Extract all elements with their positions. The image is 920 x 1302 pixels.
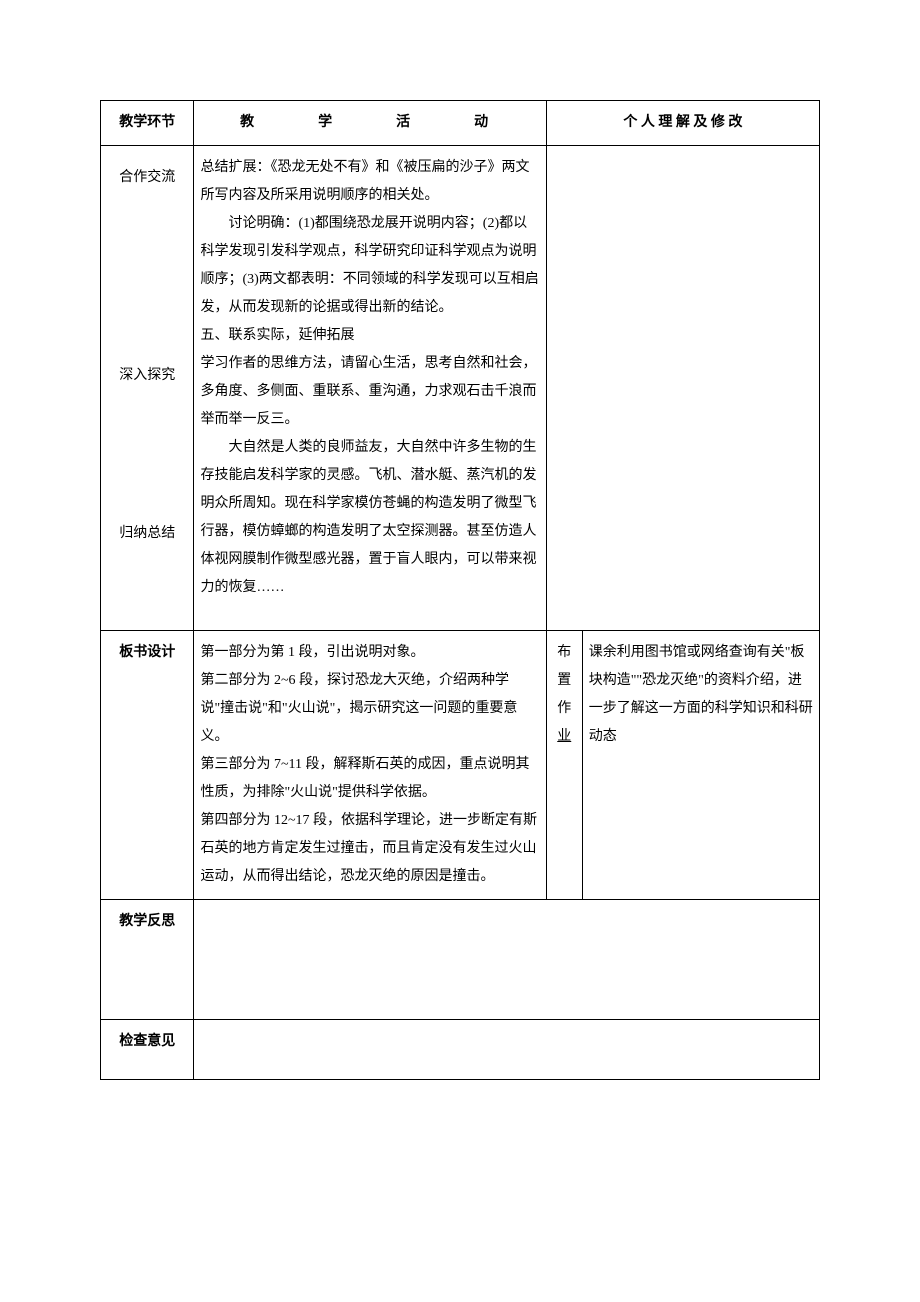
board-p2: 第二部分为 2~6 段，探讨恐龙大灭绝，介绍两种学说"撞击说"和"火山说"，揭示… [200,667,539,751]
header-activity: 教 学 活 动 [194,101,546,146]
homework-content: 课余利用图书馆或网络查询有关"板块构造""恐龙灭绝"的资料介绍，进一步了解这一方… [582,631,819,900]
activity-spacer [200,602,539,622]
board-design-row: 板书设计 第一部分为第 1 段，引出说明对象。 第二部分为 2~6 段，探讨恐龙… [101,631,820,900]
board-design-content: 第一部分为第 1 段，引出说明对象。 第二部分为 2~6 段，探讨恐龙大灭绝，介… [194,631,546,900]
activity-p4: 学习作者的思维方法，请留心生活，思考自然和社会，多角度、多侧面、重联系、重沟通，… [200,350,539,434]
board-design-label: 板书设计 [101,631,194,900]
review-label: 检查意见 [101,1020,194,1080]
label-summary: 归纳总结 [107,390,187,548]
header-notes: 个 人 理 解 及 修 改 [546,101,819,146]
main-content-row: 合作交流 深入探究 归纳总结 总结扩展：《恐龙无处不有》和《被压扁的沙子》两文所… [101,146,820,631]
reflection-content [194,900,820,1020]
reflection-row: 教学反思 [101,900,820,1020]
lesson-plan-table: 教学环节 教 学 活 动 个 人 理 解 及 修 改 合作交流 深入探究 归纳总… [100,100,820,1080]
header-section: 教学环节 [101,101,194,146]
homework-char2: 置 [553,667,576,695]
header-row: 教学环节 教 学 活 动 个 人 理 解 及 修 改 [101,101,820,146]
homework-char1: 布 [553,639,576,667]
activity-p2: 讨论明确：(1)都围绕恐龙展开说明内容；(2)都以科学发现引发科学观点，科学研究… [200,210,539,322]
activity-content-cell: 总结扩展：《恐龙无处不有》和《被压扁的沙子》两文所写内容及所采用说明顺序的相关处… [194,146,546,631]
label-inquiry: 深入探究 [107,192,187,390]
board-p4: 第四部分为 12~17 段，依据科学理论，进一步断定有斯石英的地方肯定发生过撞击… [200,807,539,891]
review-content [194,1020,820,1080]
section-labels-cell: 合作交流 深入探究 归纳总结 [101,146,194,631]
board-p1: 第一部分为第 1 段，引出说明对象。 [200,639,539,667]
homework-char3: 作 [553,695,576,723]
board-p3: 第三部分为 7~11 段，解释斯石英的成因，重点说明其性质，为排除"火山说"提供… [200,751,539,807]
activity-p5: 大自然是人类的良师益友，大自然中许多生物的生存技能启发科学家的灵感。飞机、潜水艇… [200,434,539,602]
activity-p3: 五、联系实际，延伸拓展 [200,322,539,350]
homework-label: 布 置 作 业 [546,631,582,900]
homework-char4: 业 [553,723,576,751]
reflection-label: 教学反思 [101,900,194,1020]
label-cooperation: 合作交流 [107,154,187,192]
notes-empty-cell [546,146,819,631]
activity-p1: 总结扩展：《恐龙无处不有》和《被压扁的沙子》两文所写内容及所采用说明顺序的相关处… [200,154,539,210]
review-row: 检查意见 [101,1020,820,1080]
